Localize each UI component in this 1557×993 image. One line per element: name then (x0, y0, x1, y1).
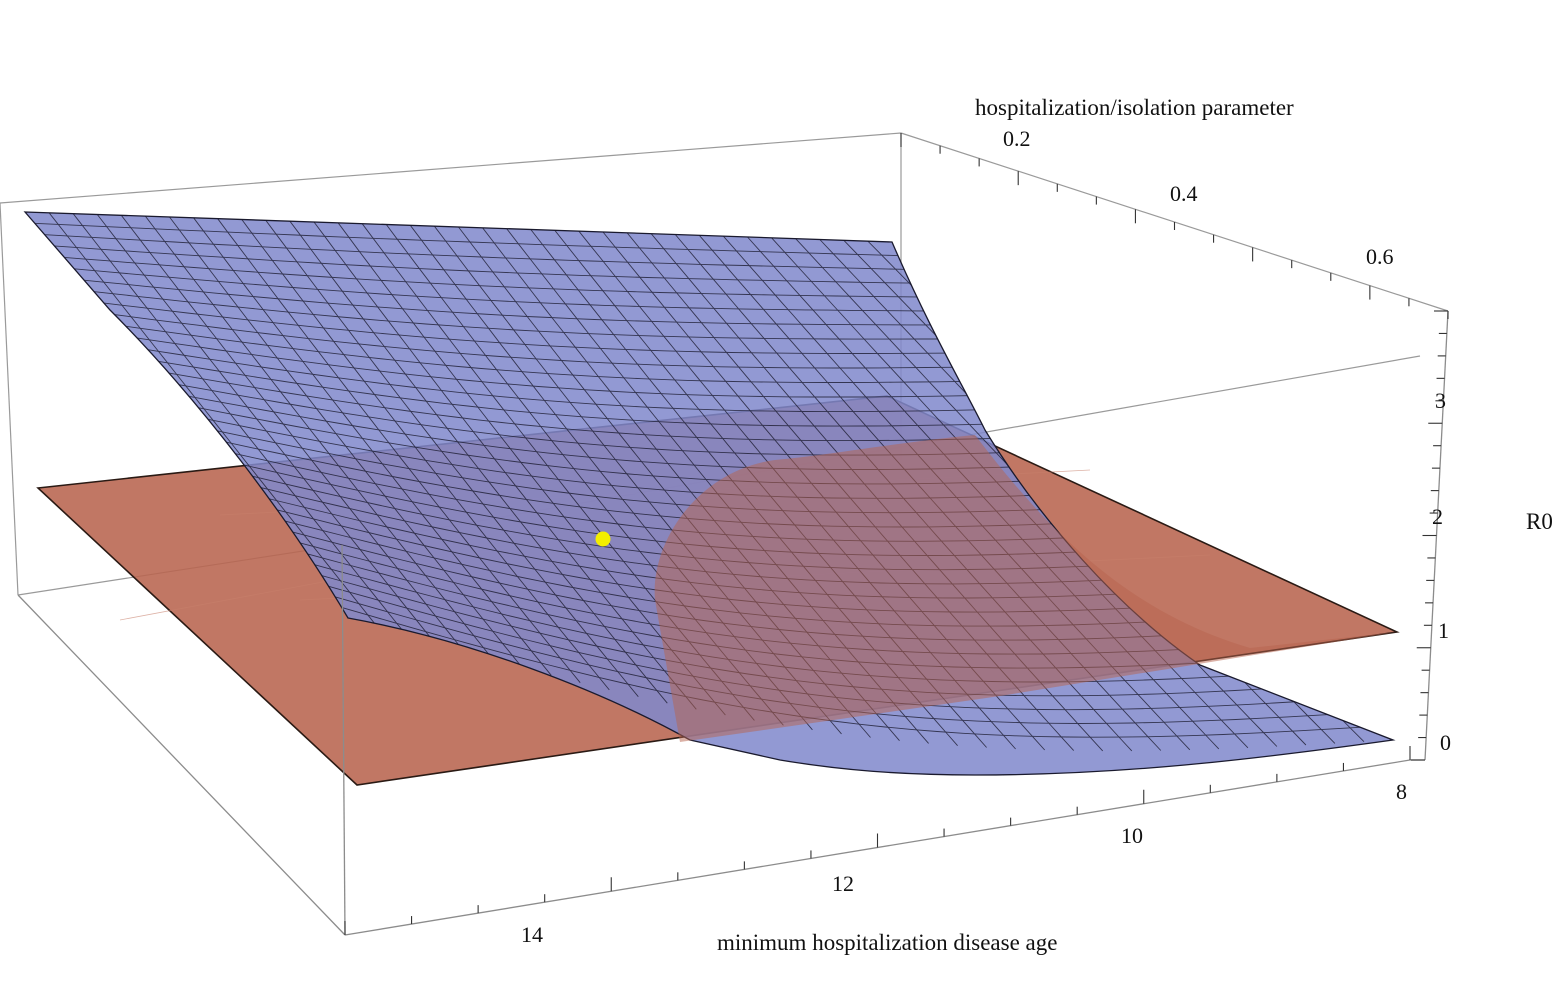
mesh-line-v (60, 256, 948, 298)
highlight-point (595, 531, 611, 547)
x-tick-8: 8 (1396, 779, 1407, 804)
y-axis-tick-labels: 0.2 0.4 0.6 (1003, 126, 1394, 269)
plane-front-overlay (654, 435, 1397, 742)
z-axis-tick-labels: 0 1 2 3 (1432, 388, 1451, 755)
z-axis-title: R0 (1526, 509, 1553, 534)
mesh-line-v (338, 606, 1380, 738)
x-axis-title: minimum hospitalization disease age (717, 930, 1057, 955)
z-tick-3: 3 (1435, 388, 1446, 413)
mesh-line-v (33, 222, 906, 257)
z-tick-0: 0 (1440, 730, 1451, 755)
x-tick-12: 12 (832, 871, 854, 896)
mesh-line-v (96, 301, 1004, 354)
z-tick-2: 2 (1432, 504, 1443, 529)
mesh-line-v (42, 234, 920, 271)
x-tick-14: 14 (521, 922, 543, 947)
mesh-line-v (51, 245, 934, 284)
mesh-line-v (123, 335, 1046, 398)
y-tick-0-4: 0.4 (1170, 181, 1198, 206)
mesh-line-v (141, 358, 1073, 427)
mesh-line-v (87, 290, 990, 340)
mesh-line-v (78, 279, 976, 326)
mesh-line-v (114, 324, 1032, 383)
y-axis-title: hospitalization/isolation parameter (975, 95, 1294, 120)
y-tick-0-2: 0.2 (1003, 126, 1031, 151)
x-tick-10: 10 (1121, 823, 1143, 848)
axis-ticks (344, 133, 1449, 935)
x-axis-tick-labels: 8 10 12 14 (521, 779, 1407, 947)
mesh-line-v (69, 267, 962, 312)
y-tick-0-6: 0.6 (1366, 244, 1394, 269)
z-tick-1: 1 (1438, 618, 1449, 643)
mesh-line-v (105, 313, 1018, 369)
mesh-line-v (132, 346, 1060, 413)
